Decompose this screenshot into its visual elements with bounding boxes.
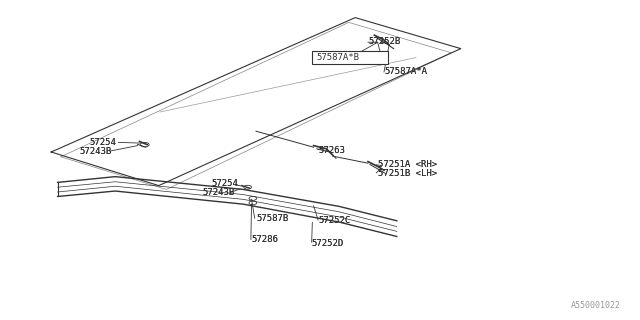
Text: 57251B <LH>: 57251B <LH> (378, 169, 436, 178)
Text: 57252D: 57252D (312, 239, 344, 248)
Text: 57286: 57286 (252, 235, 278, 244)
Text: 57252B: 57252B (368, 37, 400, 46)
Text: 57243B: 57243B (202, 188, 234, 197)
Text: A550001022: A550001022 (571, 301, 621, 310)
Text: 57252C: 57252C (319, 216, 351, 225)
Text: 57587B: 57587B (256, 214, 288, 223)
Text: 57254: 57254 (90, 138, 116, 147)
Text: 57254: 57254 (90, 138, 116, 147)
Text: 57243B: 57243B (79, 147, 111, 156)
Text: 57587A*A: 57587A*A (384, 68, 427, 76)
Text: 57243B: 57243B (79, 147, 111, 156)
Text: 57263: 57263 (319, 146, 346, 155)
Text: 57251A <RH>: 57251A <RH> (378, 160, 436, 169)
Text: 57263: 57263 (319, 146, 346, 155)
Bar (312, 51, 388, 64)
Text: 57251A <RH>: 57251A <RH> (378, 160, 436, 169)
Text: 57252B: 57252B (368, 37, 400, 46)
Text: 57286: 57286 (252, 235, 278, 244)
Text: 57243B: 57243B (202, 188, 234, 197)
Text: 57251B <LH>: 57251B <LH> (378, 169, 436, 178)
Text: 57254: 57254 (211, 180, 238, 188)
Text: 57252D: 57252D (312, 239, 344, 248)
Text: 57587B: 57587B (256, 214, 288, 223)
Text: 57587A*B: 57587A*B (316, 53, 359, 62)
Text: 57252C: 57252C (319, 216, 351, 225)
Text: 57587A*A: 57587A*A (384, 68, 427, 76)
Text: 57254: 57254 (211, 180, 238, 188)
